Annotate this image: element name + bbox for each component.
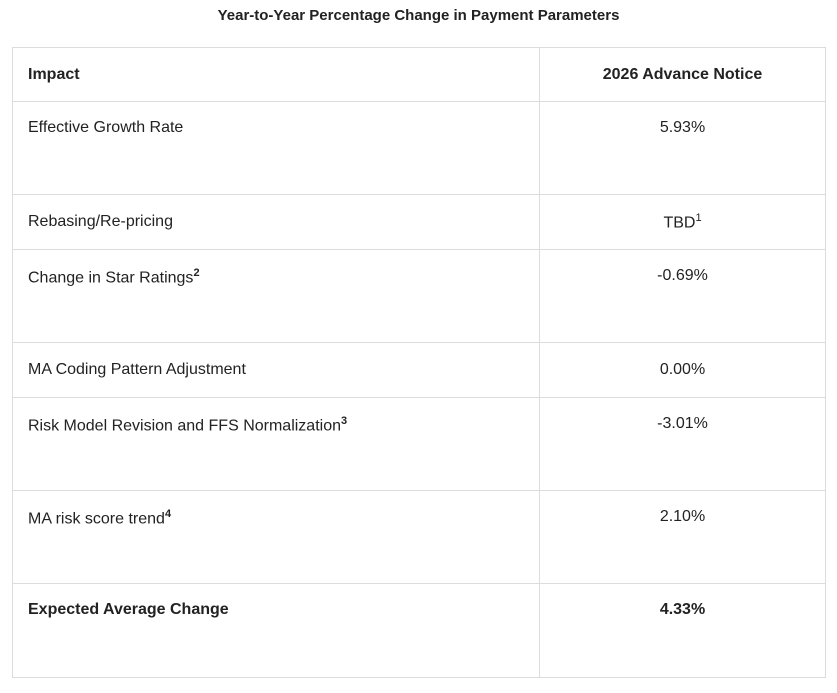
value-cell: TBD1 [539,194,826,250]
column-header-advance-notice: 2026 Advance Notice [539,47,826,102]
value-text: TBD [663,214,696,232]
table-header-row: Impact 2026 Advance Notice [12,47,826,102]
value-cell: 4.33% [539,583,826,678]
table-row: Change in Star Ratings2 -0.69% [12,249,826,343]
impact-cell: Effective Growth Rate [12,101,540,195]
table-row: MA risk score trend4 2.10% [12,490,826,584]
impact-cell: Expected Average Change [12,583,540,678]
impact-cell: MA risk score trend4 [12,490,540,584]
impact-label: Effective Growth Rate [28,119,184,136]
column-header-impact: Impact [12,47,540,102]
impact-label: Risk Model Revision and FFS Normalizatio… [28,417,341,435]
value-cell: 2.10% [539,490,826,584]
table-row: Risk Model Revision and FFS Normalizatio… [12,397,826,491]
value-cell: -3.01% [539,397,826,491]
impact-label: MA risk score trend [28,510,165,528]
footnote-marker[interactable]: 3 [341,415,348,427]
impact-label: Rebasing/Re-pricing [28,213,173,230]
impact-cell: Rebasing/Re-pricing [12,194,540,250]
impact-cell: MA Coding Pattern Adjustment [12,342,540,398]
impact-label: Change in Star Ratings [28,269,194,287]
impact-cell: Change in Star Ratings2 [12,249,540,343]
footnote-marker[interactable]: 4 [164,508,172,520]
value-cell: 5.93% [539,101,826,195]
footnote-marker[interactable]: 1 [695,211,702,224]
table-title: Year-to-Year Percentage Change in Paymen… [217,7,620,24]
table-row: Rebasing/Re-pricing TBD1 [12,194,826,250]
impact-cell: Risk Model Revision and FFS Normalizatio… [12,397,540,491]
table-row: Effective Growth Rate 5.93% [12,101,826,195]
table-total-row: Expected Average Change 4.33% [12,583,826,678]
impact-label: MA Coding Pattern Adjustment [28,361,246,378]
value-cell: 0.00% [539,342,826,398]
value-cell: -0.69% [539,249,826,343]
footnote-marker[interactable]: 2 [193,267,200,279]
payment-parameters-table: Impact 2026 Advance Notice Effective Gro… [12,47,826,678]
table-row: MA Coding Pattern Adjustment 0.00% [12,342,826,398]
impact-label: Expected Average Change [28,601,229,618]
